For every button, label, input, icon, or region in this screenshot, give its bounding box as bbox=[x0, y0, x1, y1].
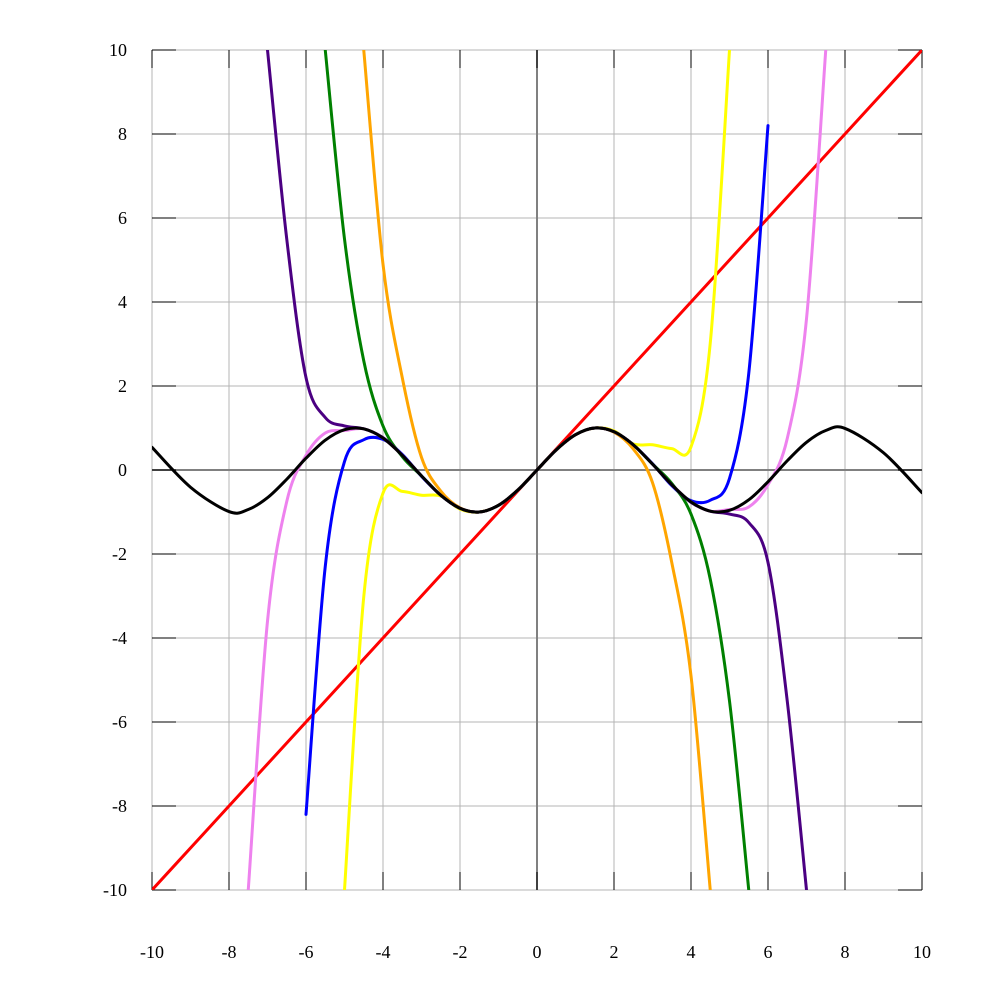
plot-area bbox=[152, 50, 922, 890]
y-tick-label: -4 bbox=[112, 628, 127, 648]
y-tick-label: 0 bbox=[118, 460, 127, 480]
x-tick-label: 6 bbox=[764, 942, 773, 962]
x-tick-label: 8 bbox=[841, 942, 850, 962]
y-tick-label: 6 bbox=[118, 208, 127, 228]
y-tick-label: -10 bbox=[103, 880, 127, 900]
y-tick-label: 2 bbox=[118, 376, 127, 396]
x-tick-label: -6 bbox=[299, 942, 314, 962]
y-tick-label: -6 bbox=[112, 712, 127, 732]
y-tick-label: 4 bbox=[118, 292, 127, 312]
series-line-7 bbox=[152, 425, 922, 515]
x-tick-label: 10 bbox=[913, 942, 931, 962]
x-tick-label: -8 bbox=[222, 942, 237, 962]
x-tick-label: -2 bbox=[453, 942, 468, 962]
tick-labels: -10 -8 -6 -4 -2 0 2 4 6 8 10 -10 -8 -6 -4 -2 0 2 4 6 8 10 bbox=[103, 40, 931, 962]
x-tick-label: -4 bbox=[376, 942, 391, 962]
x-tick-label: 2 bbox=[610, 942, 619, 962]
y-tick-label: 8 bbox=[118, 124, 127, 144]
x-tick-label: 4 bbox=[687, 942, 696, 962]
y-tick-label: 10 bbox=[109, 40, 127, 60]
x-tick-label: -10 bbox=[140, 942, 164, 962]
y-tick-label: -8 bbox=[112, 796, 127, 816]
y-tick-label: -2 bbox=[112, 544, 127, 564]
x-tick-label: 0 bbox=[533, 942, 542, 962]
